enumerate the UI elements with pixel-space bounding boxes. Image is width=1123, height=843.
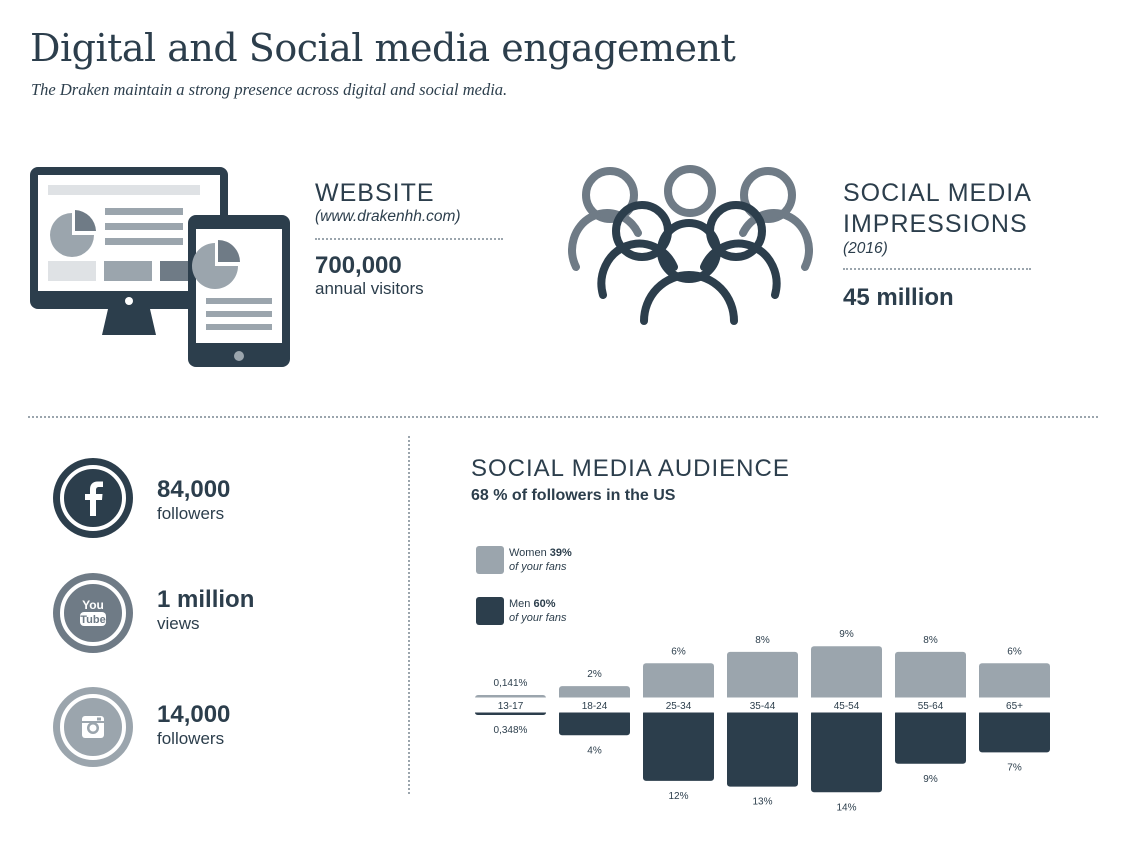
impressions-heading-line1: SOCIAL MEDIA: [843, 179, 1032, 207]
legend-men: Men 60% of your fans: [509, 597, 566, 625]
youtube-icon: You Tube: [60, 580, 126, 646]
devices-icon: [30, 167, 290, 367]
data-label-men-25-34: 12%: [668, 791, 688, 802]
page-title: Digital and Social media engagement: [30, 26, 736, 70]
impressions-divider: [843, 268, 1031, 270]
data-label-men-55-64: 9%: [923, 774, 938, 785]
website-visitors-value: 700,000: [315, 252, 402, 279]
data-label-women-18-24: 2%: [587, 669, 602, 680]
data-label-men-45-54: 14%: [836, 802, 856, 813]
instagram-value: 14,000: [157, 701, 231, 728]
svg-text:Tube: Tube: [80, 614, 105, 626]
category-strip-25-34: [643, 697, 714, 713]
legend-women-label: Women: [509, 547, 547, 559]
data-label-men-13-17: 0,348%: [494, 725, 528, 736]
impressions-year: (2016): [843, 240, 888, 257]
youtube-caption: views: [157, 614, 200, 633]
bar-women-25-34: [643, 663, 714, 707]
category-label-45-54: 45-54: [834, 701, 860, 712]
category-label-55-64: 55-64: [918, 701, 944, 712]
category-label-65+: 65+: [1006, 701, 1023, 712]
data-label-women-35-44: 8%: [755, 635, 770, 646]
category-strip-45-54: [811, 697, 882, 713]
legend-men-note: of your fans: [509, 612, 567, 624]
category-label-25-34: 25-34: [666, 701, 692, 712]
facebook-value: 84,000: [157, 476, 231, 503]
website-divider: [315, 238, 503, 240]
legend-men-label: Men: [509, 598, 531, 610]
impressions-heading-line2: IMPRESSIONS: [843, 210, 1028, 238]
data-label-women-25-34: 6%: [671, 646, 686, 657]
bar-men-65+: [979, 710, 1050, 753]
instagram-caption: followers: [157, 729, 225, 748]
bar-men-35-44: [727, 710, 798, 787]
data-label-men-65+: 7%: [1007, 762, 1022, 773]
bar-women-55-64: [895, 651, 966, 707]
bar-men-45-54: [811, 710, 882, 793]
bar-women-35-44: [727, 651, 798, 707]
data-label-men-18-24: 4%: [587, 745, 602, 756]
legend-women-note: of your fans: [509, 561, 567, 573]
category-strip-18-24: [559, 697, 630, 713]
website-heading: WEBSITE: [315, 179, 435, 207]
bar-men-18-24: [559, 710, 630, 736]
audience-chart: 13-17 0,141% 0,348% 18-24 2% 4% 25-34 6% 12% 35-4…: [475, 629, 1050, 813]
bar-women-45-54: [811, 646, 882, 707]
data-label-women-65+: 6%: [1007, 646, 1022, 657]
data-label-women-55-64: 8%: [923, 635, 938, 646]
category-label-18-24: 18-24: [582, 701, 608, 712]
youtube-value: 1 million: [157, 586, 255, 613]
legend-men-swatch: [476, 597, 504, 625]
legend-women-pct: 39%: [549, 547, 572, 559]
website-url[interactable]: (www.drakenhh.com): [315, 208, 461, 225]
section-divider: [28, 416, 1098, 418]
category-label-35-44: 35-44: [750, 701, 776, 712]
impressions-value: 45 million: [843, 284, 954, 311]
people-icon: [568, 165, 813, 325]
category-strip-35-44: [727, 697, 798, 713]
legend-men-pct: 60%: [533, 598, 556, 610]
category-strip-65+: [979, 697, 1050, 713]
category-strip-13-17: [475, 697, 546, 713]
instagram-badge[interactable]: [53, 687, 133, 767]
legend-women-swatch: [476, 546, 504, 574]
facebook-caption: followers: [157, 504, 225, 523]
bar-men-55-64: [895, 710, 966, 764]
data-label-women-13-17: 0,141%: [494, 678, 528, 689]
instagram-icon: [60, 694, 126, 760]
website-visitors-caption: annual visitors: [315, 279, 424, 298]
svg-text:You: You: [82, 598, 104, 612]
data-label-men-35-44: 13%: [752, 797, 772, 808]
category-strip-55-64: [895, 697, 966, 713]
facebook-icon: [60, 465, 126, 531]
page-subtitle: The Draken maintain a strong presence ac…: [31, 80, 508, 99]
data-label-women-45-54: 9%: [839, 629, 854, 640]
audience-heading: SOCIAL MEDIA AUDIENCE: [471, 455, 790, 482]
bar-women-65+: [979, 663, 1050, 707]
youtube-badge[interactable]: You Tube: [53, 573, 133, 653]
facebook-badge[interactable]: [53, 458, 133, 538]
category-label-13-17: 13-17: [498, 701, 524, 712]
audience-subheading: 68 % of followers in the US: [471, 487, 676, 504]
bar-men-25-34: [643, 710, 714, 781]
column-divider: [408, 436, 410, 794]
legend-women: Women 39% of your fans: [509, 546, 572, 574]
